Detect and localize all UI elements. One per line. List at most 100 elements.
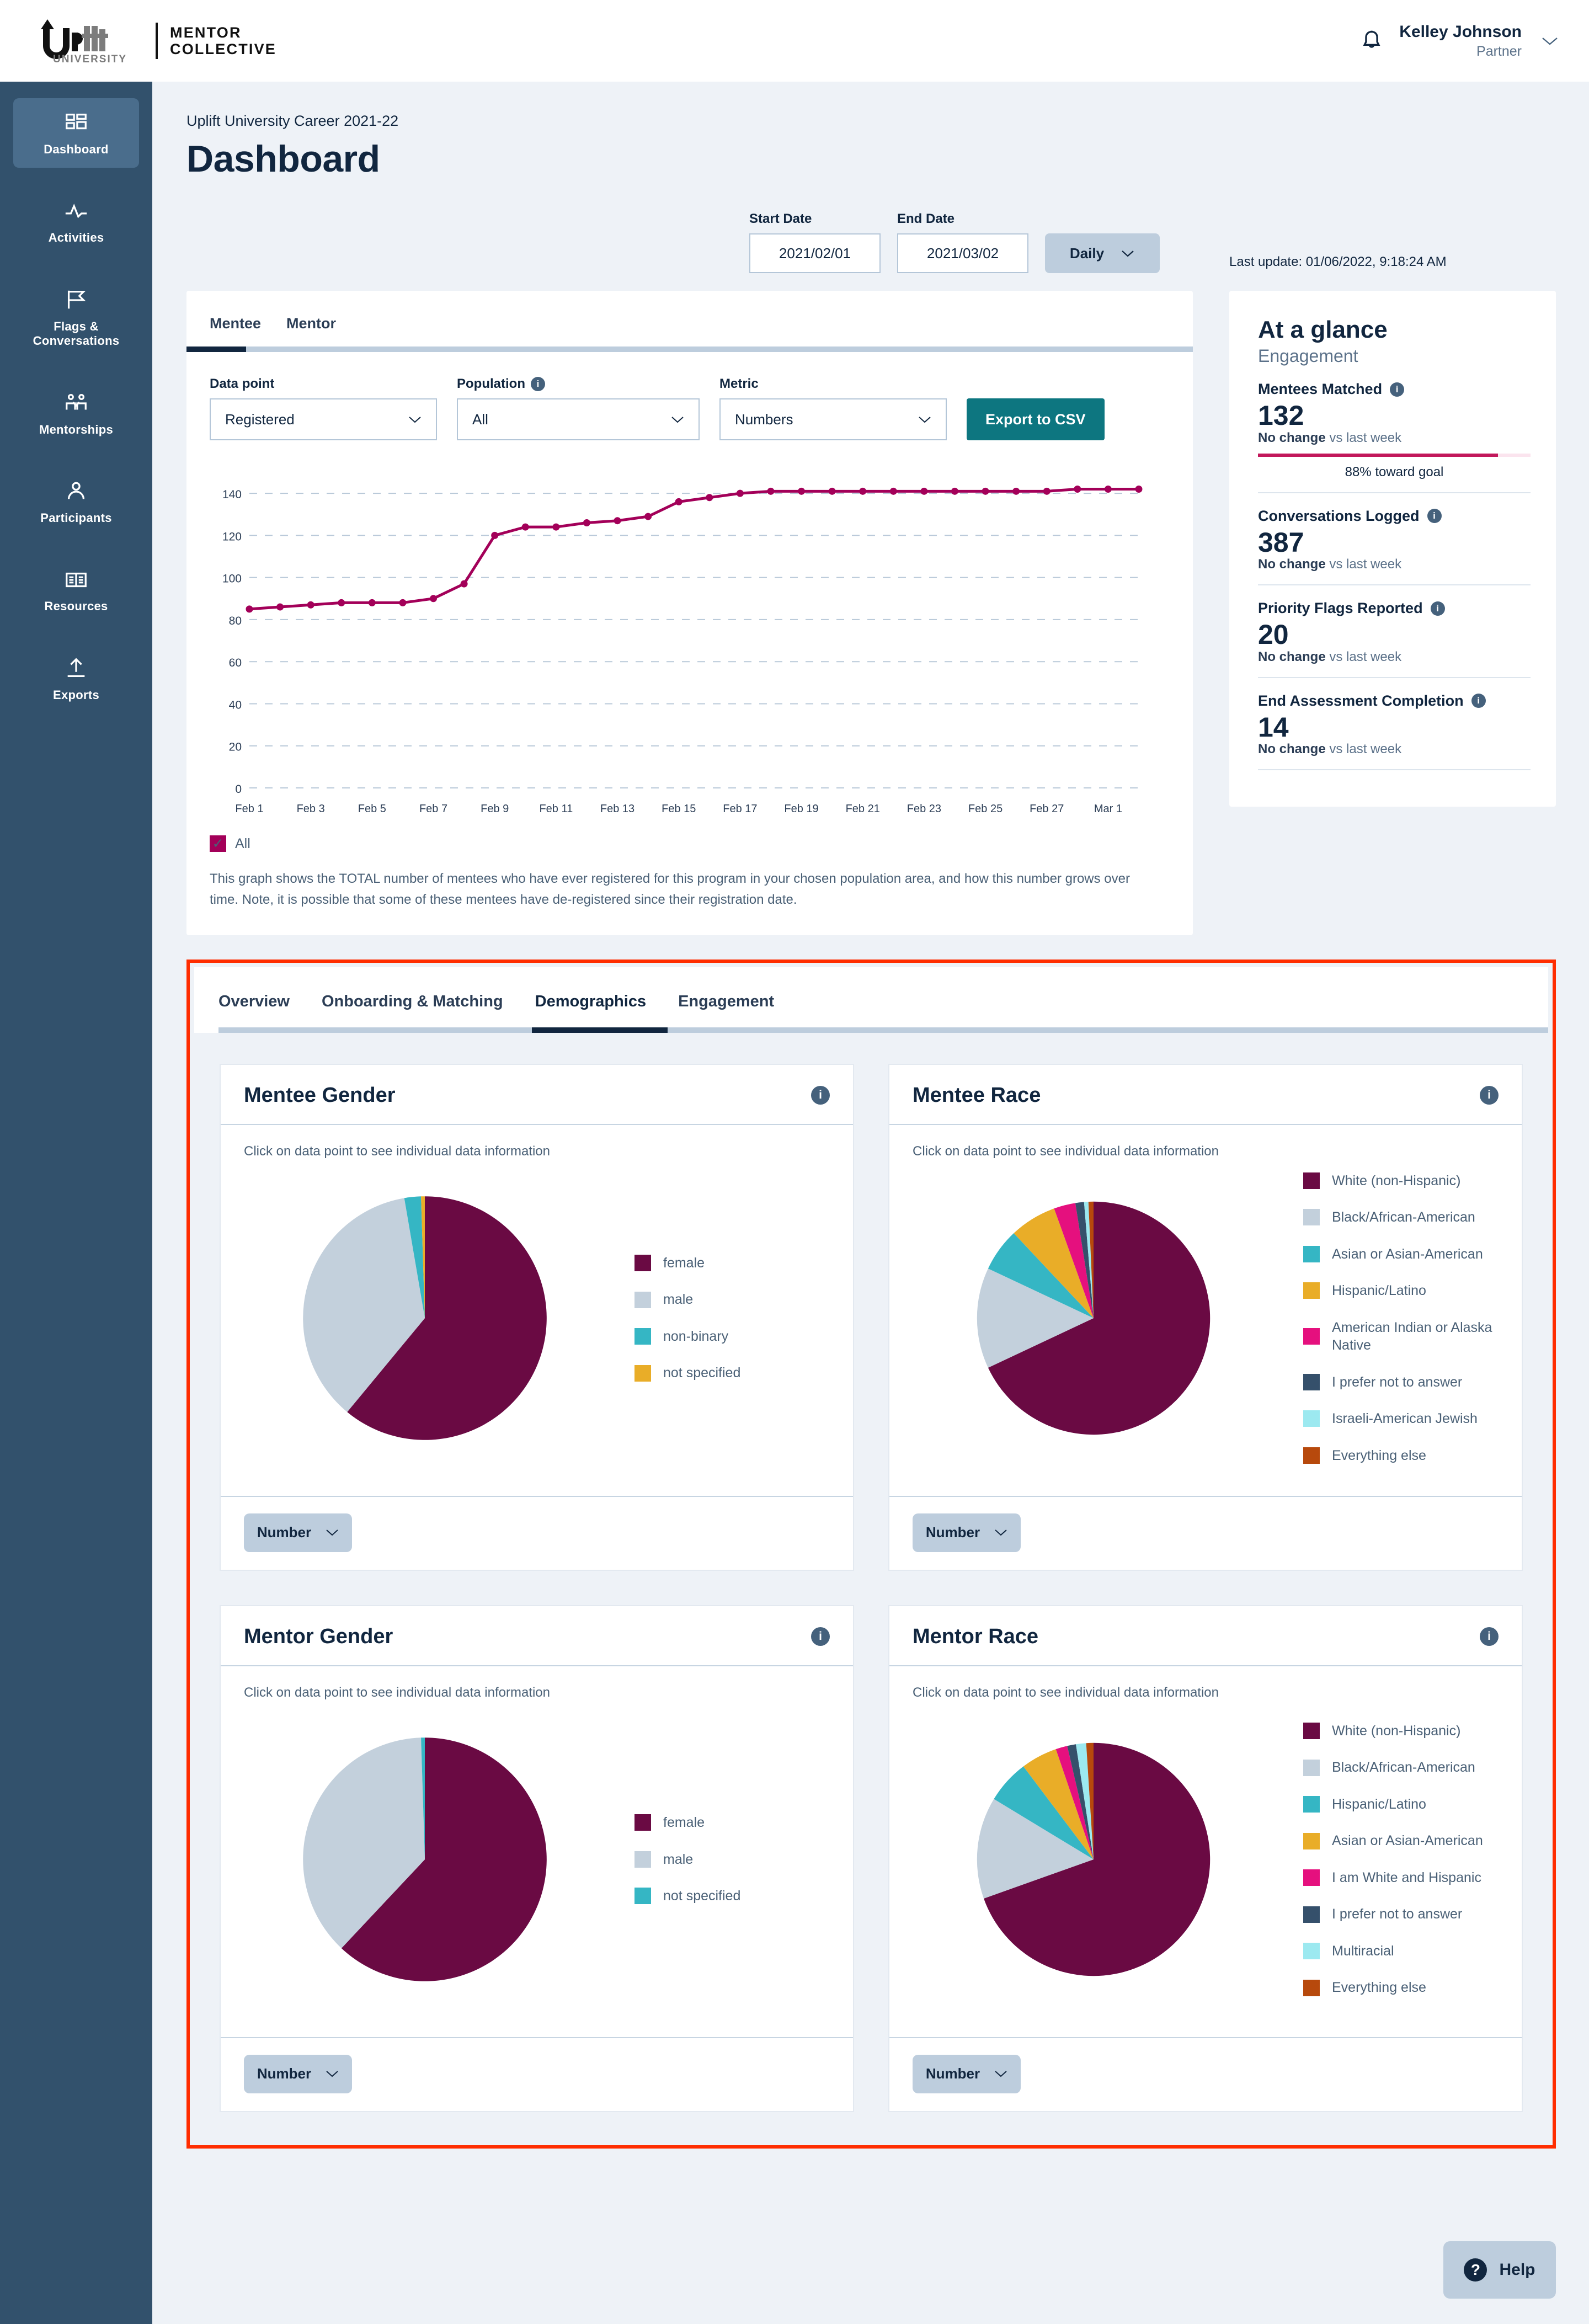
legend-item[interactable]: American Indian or Alaska Native [1303, 1319, 1514, 1355]
legend-item[interactable]: Asian or Asian-American [1303, 1245, 1514, 1264]
line-chart-svg[interactable]: 0 20 40 60 80 100 120 140 Feb 1 Feb 3 Feb 5 Feb 7 Fe… [206, 462, 1144, 827]
sidebar-item-participants[interactable]: Participants [13, 467, 139, 536]
pie-slice[interactable] [988, 1201, 1211, 1435]
person-icon [67, 482, 85, 499]
legend-item[interactable]: male [634, 1851, 740, 1869]
mentee-gender-pie-chart[interactable] [298, 1191, 552, 1445]
legend-item[interactable]: Everything else [1303, 1979, 1483, 1997]
pie-slice[interactable] [1023, 1749, 1094, 1859]
pie-holder[interactable] [221, 1733, 629, 1986]
tab-overview[interactable]: Overview [218, 992, 290, 1010]
legend-label: Everything else [1332, 1447, 1426, 1463]
legend-item[interactable]: Multiracial [1303, 1942, 1483, 1960]
app-logo[interactable]: UNIVERSITY MENTOR COLLECTIVE [33, 17, 276, 65]
pie-slice[interactable] [1067, 1744, 1094, 1859]
user-menu[interactable]: Kelley Johnson Partner [1359, 22, 1559, 60]
start-date-input[interactable]: 2021/02/01 [749, 233, 881, 273]
number-dropdown[interactable]: Number [913, 2054, 1021, 2093]
pie-slice[interactable] [977, 1799, 1094, 1899]
pie-slice[interactable] [421, 1737, 425, 1859]
pie-slice[interactable] [303, 1737, 425, 1948]
sidebar-item-exports[interactable]: Exports [13, 644, 139, 713]
legend-item[interactable]: White (non-Hispanic) [1303, 1722, 1483, 1740]
info-icon[interactable]: i [1390, 382, 1405, 397]
legend-item[interactable]: non-binary [634, 1328, 740, 1346]
metric-select[interactable]: Numbers [719, 398, 947, 440]
registration-chart-card: Mentee Mentor Data point Registered [186, 291, 1193, 935]
tab-mentor[interactable]: Mentor [286, 315, 337, 332]
sidebar-item-dashboard[interactable]: Dashboard [13, 98, 139, 168]
pie-slice[interactable] [1014, 1208, 1094, 1318]
pie-holder[interactable] [889, 1738, 1298, 1981]
pie-slice[interactable] [988, 1233, 1094, 1318]
number-dropdown[interactable]: Number [244, 1513, 352, 1552]
info-icon[interactable]: i [1480, 1627, 1499, 1646]
legend-item[interactable]: I prefer not to answer [1303, 1905, 1483, 1923]
pie-holder[interactable] [889, 1197, 1298, 1440]
pie-slice[interactable] [303, 1198, 425, 1412]
pie-slice[interactable] [1054, 1203, 1094, 1318]
chart-legend[interactable]: ✓ All [186, 827, 1193, 852]
chevron-down-icon[interactable] [1540, 35, 1559, 46]
legend-checkbox[interactable]: ✓ [210, 835, 226, 852]
tab-engagement[interactable]: Engagement [678, 992, 775, 1010]
pie-slice[interactable] [984, 1742, 1211, 1976]
pie-slice[interactable] [1084, 1201, 1094, 1318]
sidebar-item-activities[interactable]: Activities [13, 186, 139, 256]
population-select[interactable]: All [457, 398, 700, 440]
legend-item[interactable]: I am White and Hispanic [1303, 1869, 1483, 1887]
legend-item[interactable]: Black/African-American [1303, 1758, 1483, 1777]
tab-mentee[interactable]: Mentee [210, 315, 262, 332]
number-dropdown[interactable]: Number [913, 1513, 1021, 1552]
end-date-input[interactable]: 2021/03/02 [897, 233, 1028, 273]
info-icon[interactable]: i [1471, 694, 1486, 708]
mentor-race-pie-chart[interactable] [972, 1738, 1215, 1981]
legend-item[interactable]: Hispanic/Latino [1303, 1282, 1514, 1300]
info-icon[interactable]: i [811, 1086, 830, 1105]
legend-item[interactable]: Black/African-American [1303, 1208, 1514, 1227]
legend-item[interactable]: White (non-Hispanic) [1303, 1172, 1514, 1190]
pie-slice[interactable] [1055, 1746, 1094, 1859]
frequency-dropdown[interactable]: Daily [1045, 233, 1160, 273]
pie-slice[interactable] [1088, 1201, 1094, 1318]
pie-slice[interactable] [1076, 1743, 1094, 1859]
pie-slice[interactable] [1086, 1742, 1094, 1859]
data-point-select[interactable]: Registered [210, 398, 437, 440]
pie-slice[interactable] [1075, 1202, 1094, 1318]
legend-item[interactable]: not specified [634, 1887, 740, 1905]
tab-onboarding-matching[interactable]: Onboarding & Matching [321, 992, 503, 1010]
info-icon[interactable]: i [1427, 509, 1442, 523]
pie-slice[interactable] [341, 1737, 547, 1981]
sidebar-item-mentorships[interactable]: Mentorships [13, 379, 139, 448]
help-button[interactable]: ? Help [1443, 2241, 1556, 2299]
pie-slice[interactable] [977, 1268, 1094, 1368]
legend-item[interactable]: female [634, 1814, 740, 1832]
info-icon[interactable]: i [1430, 601, 1445, 616]
legend-item[interactable]: I prefer not to answer [1303, 1373, 1514, 1392]
pie-slice[interactable] [404, 1196, 425, 1318]
legend-item[interactable]: male [634, 1291, 740, 1309]
info-icon[interactable]: i [811, 1627, 830, 1646]
legend-item[interactable]: female [634, 1254, 740, 1272]
pie-slice[interactable] [347, 1196, 547, 1440]
bell-icon[interactable] [1359, 29, 1384, 53]
metric-delta-bold: No change [1258, 742, 1326, 756]
legend-item[interactable]: Hispanic/Latino [1303, 1795, 1483, 1814]
legend-item[interactable]: Asian or Asian-American [1303, 1832, 1483, 1850]
legend-item[interactable]: not specified [634, 1364, 740, 1382]
mentor-gender-pie-chart[interactable] [298, 1733, 552, 1986]
tab-demographics[interactable]: Demographics [535, 992, 647, 1010]
pie-holder[interactable] [221, 1191, 629, 1445]
legend-item[interactable]: Israeli-American Jewish [1303, 1410, 1514, 1428]
line-plot[interactable]: 0 20 40 60 80 100 120 140 Feb 1 Feb 3 Feb 5 Feb 7 Fe… [186, 440, 1193, 827]
legend-item[interactable]: Everything else [1303, 1447, 1514, 1465]
number-dropdown[interactable]: Number [244, 2054, 352, 2093]
pie-slice[interactable] [421, 1196, 425, 1318]
pie-slice[interactable] [994, 1766, 1094, 1859]
info-icon[interactable]: i [530, 377, 545, 391]
sidebar-item-resources[interactable]: Resources [13, 555, 139, 625]
info-icon[interactable]: i [1480, 1086, 1499, 1105]
sidebar-item-flags-conversations[interactable]: Flags & Conversations [13, 275, 139, 360]
mentee-race-pie-chart[interactable] [972, 1197, 1215, 1440]
export-to-csv-button[interactable]: Export to CSV [967, 398, 1105, 440]
